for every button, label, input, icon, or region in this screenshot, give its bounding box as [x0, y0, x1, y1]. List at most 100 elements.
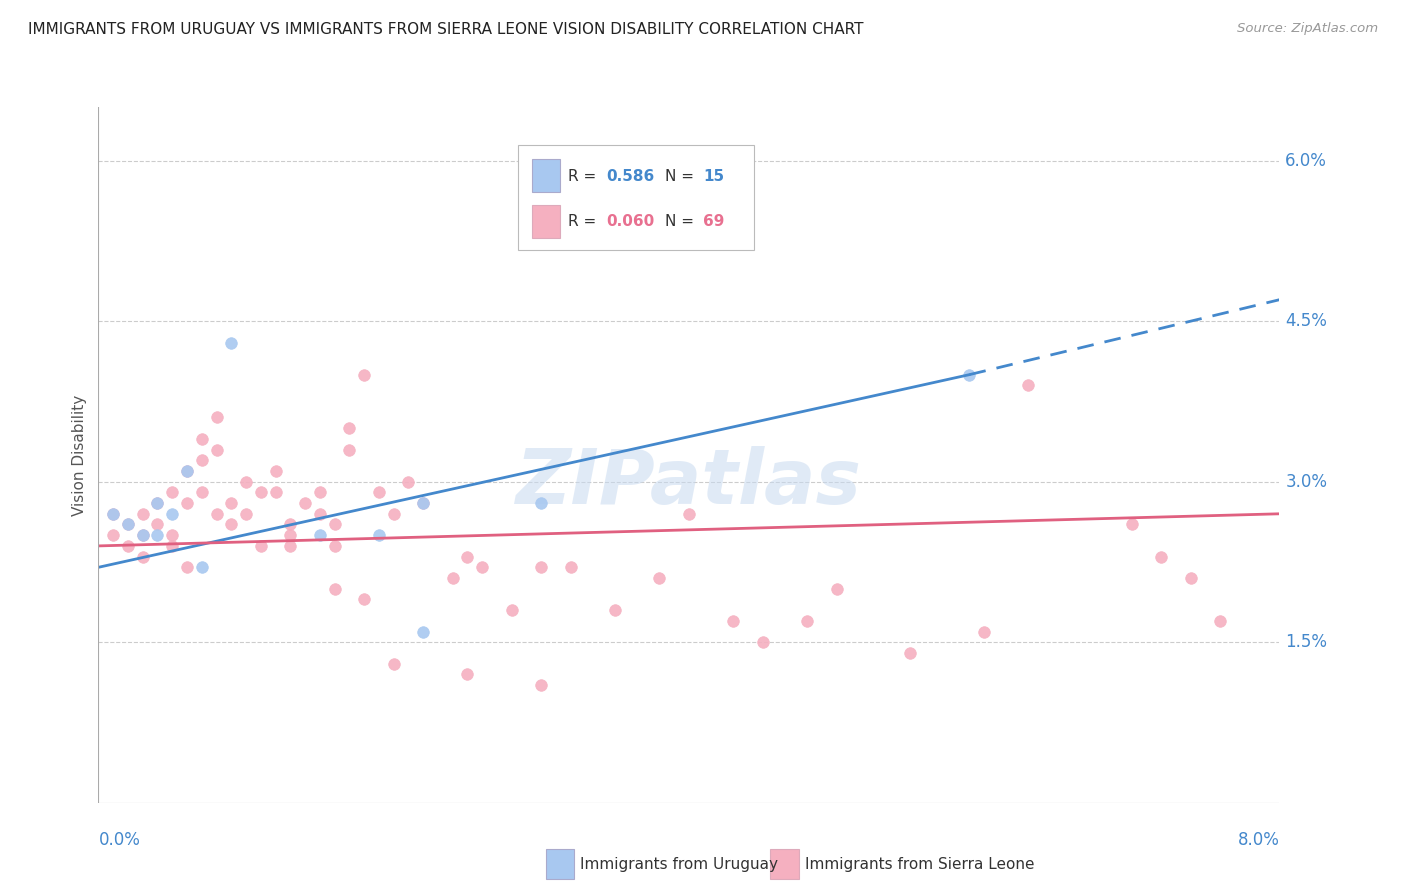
FancyBboxPatch shape	[770, 849, 799, 879]
Point	[278, 528, 301, 542]
Point	[250, 539, 273, 553]
Point	[132, 528, 155, 542]
Point	[323, 517, 346, 532]
FancyBboxPatch shape	[517, 145, 754, 250]
Point	[250, 485, 273, 500]
Point	[132, 528, 155, 542]
Point	[132, 549, 155, 564]
Point	[264, 464, 287, 478]
Point	[205, 410, 228, 425]
Text: ZIPatlas: ZIPatlas	[516, 446, 862, 520]
Point	[103, 507, 124, 521]
Point	[176, 464, 198, 478]
Point	[382, 507, 405, 521]
Point	[1017, 378, 1039, 392]
Point	[162, 507, 183, 521]
Point	[412, 496, 434, 510]
Text: 15: 15	[703, 169, 724, 184]
Point	[412, 496, 434, 510]
Point	[456, 667, 478, 681]
Text: 0.0%: 0.0%	[98, 830, 141, 848]
Point	[146, 496, 169, 510]
Text: 69: 69	[703, 214, 724, 229]
Point	[471, 560, 494, 574]
Point	[294, 496, 316, 510]
Point	[235, 507, 257, 521]
Point	[219, 335, 242, 350]
Point	[146, 528, 169, 542]
Point	[957, 368, 980, 382]
Text: R =: R =	[568, 214, 602, 229]
Point	[456, 549, 478, 564]
Point	[412, 624, 434, 639]
Point	[191, 432, 214, 446]
Point	[117, 517, 139, 532]
Point	[278, 517, 301, 532]
Text: 1.5%: 1.5%	[1285, 633, 1327, 651]
Point	[323, 539, 346, 553]
Point	[191, 453, 214, 467]
Point	[973, 624, 995, 639]
Point	[751, 635, 773, 649]
Point	[278, 539, 301, 553]
Text: 0.060: 0.060	[606, 214, 655, 229]
Text: N =: N =	[665, 169, 699, 184]
Text: 4.5%: 4.5%	[1285, 312, 1327, 330]
Point	[132, 507, 155, 521]
Point	[353, 592, 375, 607]
Point	[323, 582, 346, 596]
Point	[219, 517, 242, 532]
Point	[367, 528, 389, 542]
Point	[103, 528, 124, 542]
Text: IMMIGRANTS FROM URUGUAY VS IMMIGRANTS FROM SIERRA LEONE VISION DISABILITY CORREL: IMMIGRANTS FROM URUGUAY VS IMMIGRANTS FR…	[28, 22, 863, 37]
Point	[308, 507, 332, 521]
Point	[235, 475, 257, 489]
Point	[396, 475, 419, 489]
Point	[501, 603, 523, 617]
FancyBboxPatch shape	[546, 849, 575, 879]
Text: N =: N =	[665, 214, 699, 229]
Point	[308, 528, 332, 542]
Text: Source: ZipAtlas.com: Source: ZipAtlas.com	[1237, 22, 1378, 36]
Text: 8.0%: 8.0%	[1237, 830, 1279, 848]
Point	[530, 678, 553, 692]
Text: R =: R =	[568, 169, 602, 184]
Point	[1209, 614, 1232, 628]
Point	[1121, 517, 1143, 532]
Point	[898, 646, 921, 660]
Point	[162, 528, 183, 542]
Point	[103, 507, 124, 521]
Point	[560, 560, 582, 574]
Point	[796, 614, 818, 628]
Point	[353, 368, 375, 382]
Point	[146, 496, 169, 510]
Point	[176, 560, 198, 574]
Point	[825, 582, 848, 596]
Point	[191, 485, 214, 500]
Point	[308, 485, 332, 500]
Point	[1150, 549, 1173, 564]
Point	[191, 560, 214, 574]
Point	[382, 657, 405, 671]
Point	[176, 496, 198, 510]
Point	[205, 507, 228, 521]
Point	[367, 485, 389, 500]
Point	[162, 485, 183, 500]
Point	[337, 442, 360, 457]
Point	[530, 560, 553, 574]
Point	[648, 571, 671, 585]
Point	[441, 571, 464, 585]
Point	[337, 421, 360, 435]
Point	[264, 485, 287, 500]
Point	[530, 496, 553, 510]
Text: Immigrants from Uruguay: Immigrants from Uruguay	[581, 856, 779, 871]
Point	[219, 496, 242, 510]
Y-axis label: Vision Disability: Vision Disability	[72, 394, 87, 516]
Point	[117, 539, 139, 553]
Point	[1180, 571, 1202, 585]
Point	[162, 539, 183, 553]
Point	[117, 517, 139, 532]
Point	[678, 507, 700, 521]
Point	[605, 603, 627, 617]
Text: Immigrants from Sierra Leone: Immigrants from Sierra Leone	[804, 856, 1035, 871]
